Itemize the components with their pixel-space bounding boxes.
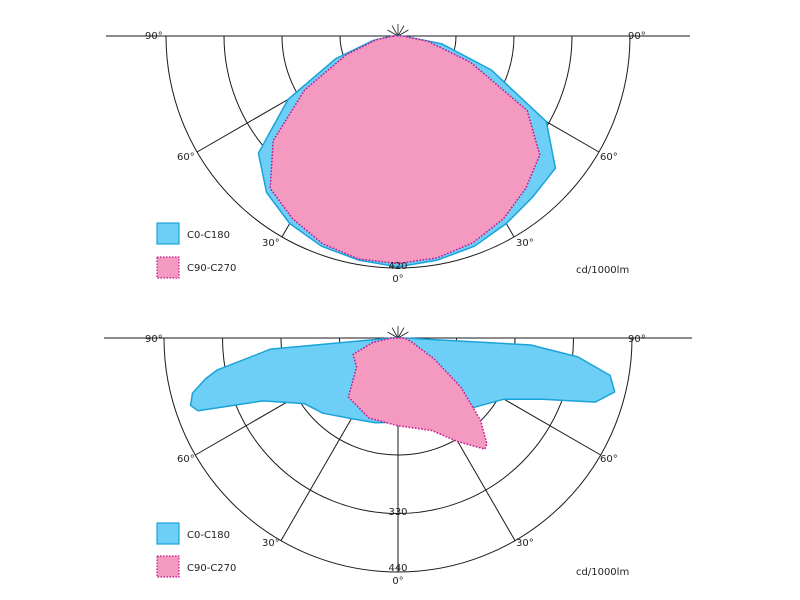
polar-chart-top: 90° 90° 60° 60° 30° 30° 420 0° cd/1000lm… <box>106 24 690 285</box>
angle-label-right-90: 90° <box>628 31 646 42</box>
origin-tick <box>391 25 399 37</box>
unit-label: cd/1000lm <box>576 265 629 276</box>
angle-label-bottom-0: 0° <box>392 274 403 285</box>
legend-swatch-c90-c270 <box>156 256 180 279</box>
angle-label-right-60: 60° <box>600 454 618 465</box>
legend-label-c90-c270: C90-C270 <box>187 263 236 274</box>
angle-label-left-90: 90° <box>145 334 163 345</box>
legend-swatch-c0-c180 <box>156 522 180 545</box>
series-c90-c270 <box>347 337 488 450</box>
radial-tick-label: 420 <box>388 261 407 272</box>
legend-swatch-c90-c270 <box>156 555 180 578</box>
angle-label-left-60: 60° <box>177 454 195 465</box>
legend-label-c90-c270: C90-C270 <box>187 563 236 574</box>
origin-tick <box>391 327 399 339</box>
angle-label-right-60: 60° <box>600 152 618 163</box>
angle-label-bottom-0: 0° <box>392 576 403 587</box>
angle-label-right-30: 30° <box>516 238 534 249</box>
angle-label-right-30: 30° <box>516 538 534 549</box>
origin-tick <box>387 29 399 37</box>
series-c90-c270 <box>269 35 541 265</box>
legend-label-c0-c180: C0-C180 <box>187 530 230 541</box>
origin-tick <box>397 327 405 339</box>
origin-tick <box>387 331 399 339</box>
radial-tick-label-440: 440 <box>388 563 407 574</box>
unit-label: cd/1000lm <box>576 567 629 578</box>
angle-label-left-30: 30° <box>262 538 280 549</box>
origin-tick <box>397 25 405 37</box>
angle-label-right-90: 90° <box>628 334 646 345</box>
angle-label-left-90: 90° <box>145 31 163 42</box>
origin-tick <box>397 29 409 37</box>
angle-label-left-60: 60° <box>177 152 195 163</box>
angle-label-left-30: 30° <box>262 238 280 249</box>
polar-chart-bottom: 90° 90° 60° 60° 30° 30° 330 440 0° cd/10… <box>104 326 692 587</box>
legend-swatch-c0-c180 <box>156 222 180 245</box>
radial-tick-label-330: 330 <box>388 507 407 518</box>
legend-label-c0-c180: C0-C180 <box>187 230 230 241</box>
origin-tick <box>397 331 409 339</box>
